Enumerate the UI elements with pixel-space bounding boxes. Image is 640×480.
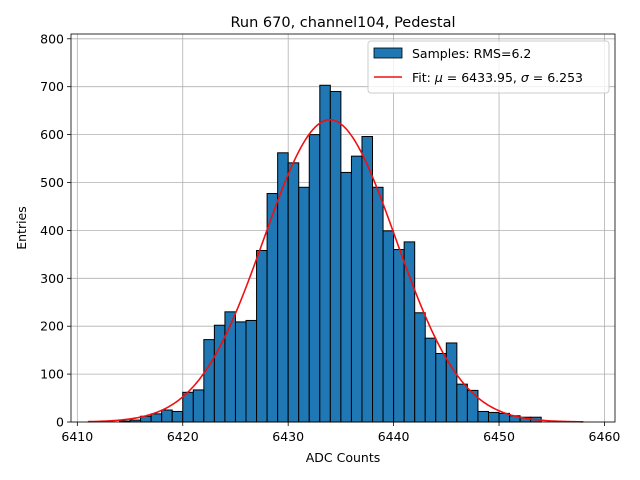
histogram-bar <box>256 250 268 423</box>
legend-fit-mu-symbol: μ <box>434 70 443 85</box>
y-tick-label: 500 <box>40 175 64 190</box>
histogram-bar <box>287 162 300 423</box>
histogram-bar <box>298 186 310 423</box>
histogram-bar <box>192 389 205 423</box>
legend-box <box>367 40 610 94</box>
y-tick-label: 700 <box>40 79 64 94</box>
y-tick-label: 600 <box>40 127 64 142</box>
legend-fit-sigma-symbol: σ <box>521 70 530 85</box>
histogram-bar <box>277 152 289 423</box>
plot-frame <box>70 33 616 423</box>
histogram-bar <box>350 155 363 423</box>
histogram-bar <box>266 193 279 423</box>
fit-curve <box>87 118 584 423</box>
histogram-bar <box>393 249 405 423</box>
y-tick-label: 0 <box>56 415 64 430</box>
histogram-bar <box>424 337 437 423</box>
histogram-bar <box>456 383 468 423</box>
x-tick-label: 6410 <box>61 429 93 444</box>
histogram-bar <box>340 171 352 423</box>
histogram-bar <box>435 353 447 423</box>
legend-label-samples: Samples: RMS=6.2 <box>412 46 531 61</box>
x-tick-label: 6420 <box>167 429 199 444</box>
histogram-bar <box>403 241 416 423</box>
y-tick-label: 100 <box>40 367 64 382</box>
y-tick-label: 800 <box>40 31 64 46</box>
y-tick-label: 300 <box>40 271 64 286</box>
histogram-bar <box>224 311 236 423</box>
histogram-bar <box>414 312 426 423</box>
histogram-bar <box>361 136 374 423</box>
y-tick-label: 200 <box>40 319 64 334</box>
histogram-bar <box>445 342 458 423</box>
histogram-bar <box>171 410 184 423</box>
histogram-bar <box>234 321 247 423</box>
x-tick-label: 6450 <box>483 429 515 444</box>
legend-fit-sigma-value: = 6.253 <box>529 70 583 85</box>
legend-swatch-samples <box>373 47 403 59</box>
histogram-bar <box>308 134 321 423</box>
legend: Samples: RMS=6.2 Fit: μ = 6433.95, σ = 6… <box>367 40 610 94</box>
legend-fit-prefix: Fit: <box>412 70 435 85</box>
axis-ticks: 6410 6420 6430 6440 6450 6460 0 100 200 300 400 500… <box>40 31 620 444</box>
fit-curve-group <box>87 118 584 423</box>
x-axis-label: ADC Counts <box>306 450 381 465</box>
legend-fit-mu-value: = 6433.95, <box>443 70 521 85</box>
x-tick-label: 6460 <box>589 429 621 444</box>
histogram-bar <box>182 391 194 423</box>
x-tick-label: 6430 <box>272 429 304 444</box>
histogram-bars <box>118 84 542 423</box>
histogram-bar <box>487 411 500 423</box>
histogram-bar <box>477 410 489 423</box>
histogram-bar <box>245 319 258 423</box>
y-axis-label: Entries <box>14 206 29 250</box>
histogram-bar <box>382 230 395 423</box>
x-tick-label: 6440 <box>378 429 410 444</box>
histogram-bar <box>466 389 479 423</box>
y-tick-label: 400 <box>40 223 64 238</box>
histogram-bar <box>319 84 331 423</box>
histogram-bar <box>203 339 215 423</box>
histogram-bar <box>150 413 163 423</box>
histogram-bar <box>161 409 173 423</box>
legend-label-fit: Fit: μ = 6433.95, σ = 6.253 <box>412 70 583 85</box>
histogram-bar <box>372 186 384 423</box>
histogram-bar <box>329 90 342 423</box>
chart-title: Run 670, channel104, Pedestal <box>230 15 455 31</box>
